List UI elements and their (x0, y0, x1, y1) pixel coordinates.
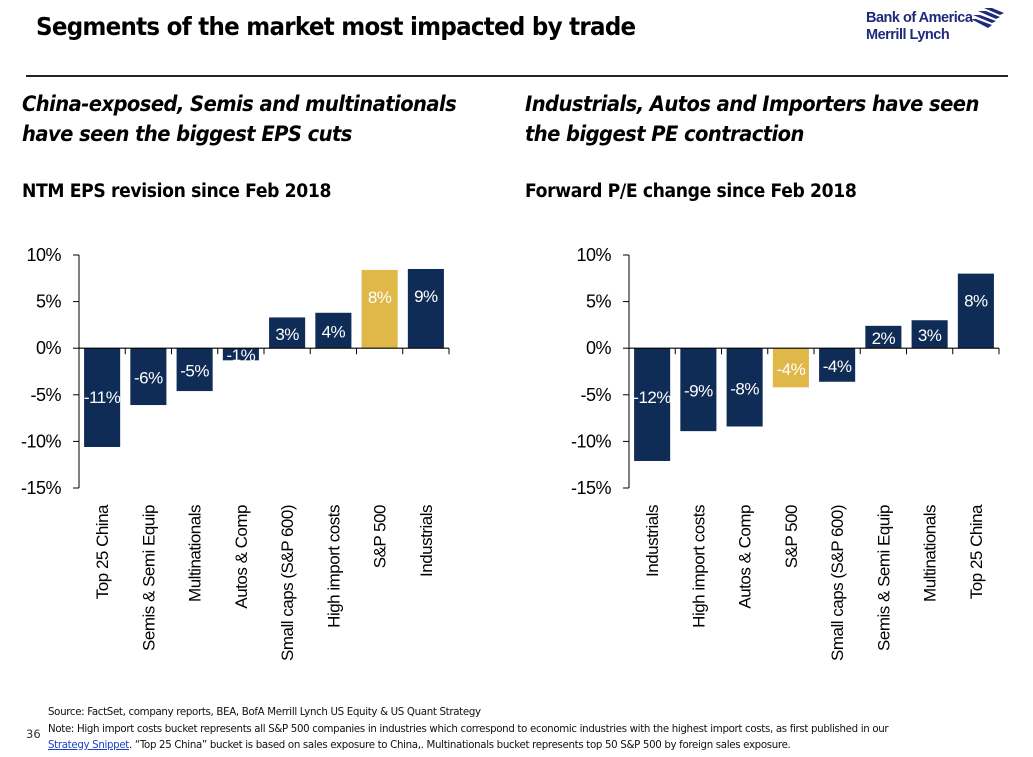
left-data-label: 9% (414, 287, 438, 306)
right-bar (726, 348, 763, 427)
right-y-tick-label: 0% (586, 338, 612, 358)
right-category-label: Top 25 China (967, 504, 986, 599)
right-bar (680, 348, 717, 432)
left-headline: China-exposed, Semis and multinationals … (22, 89, 457, 149)
right-category-label: S&P 500 (782, 505, 801, 568)
left-data-label: -5% (180, 362, 209, 381)
left-headline-line-2: have seen the biggest EPS cuts (22, 122, 352, 146)
left-category-label: Autos & Comp (232, 505, 251, 609)
left-bar (269, 317, 306, 349)
left-data-label: 4% (322, 322, 346, 341)
right-y-tick-label: -15% (571, 478, 612, 498)
right-bar (819, 348, 856, 382)
left-data-label: -1% (227, 346, 256, 365)
right-data-label: 3% (918, 326, 942, 345)
right-bar (772, 348, 809, 388)
left-data-label: -6% (134, 369, 163, 388)
right-category-label: Autos & Comp (736, 505, 755, 609)
right-data-label: -9% (684, 382, 713, 401)
right-chart-title: Forward P/E change since Feb 2018 (525, 181, 857, 202)
right-category-label: Semis & Semi Equip (874, 505, 893, 651)
right-bar (634, 348, 671, 461)
left-data-label: 3% (275, 325, 299, 344)
left-y-tick-label: -15% (21, 478, 62, 498)
left-category-label: Industrials (417, 505, 436, 577)
left-y-tick-label: 10% (26, 245, 61, 265)
left-category-label: Top 25 China (93, 504, 112, 599)
logo-line-1: Bank of America (866, 10, 973, 26)
left-bar (361, 269, 398, 349)
left-chart-title: NTM EPS revision since Feb 2018 (22, 181, 332, 202)
left-bar (84, 348, 121, 447)
left-category-label: Multinationals (186, 505, 205, 602)
left-bar (407, 268, 444, 349)
left-category-label: Semis & Semi Equip (139, 505, 158, 651)
left-bar (315, 312, 352, 349)
left-data-label: -11% (84, 388, 121, 407)
right-bar (865, 325, 902, 349)
right-data-label: -8% (730, 379, 759, 398)
logo-line-2: Merrill Lynch (866, 27, 950, 43)
right-headline-line-2: the biggest PE contraction (525, 122, 804, 146)
right-category-label: Multinationals (921, 505, 940, 602)
right-category-label: Industrials (643, 505, 662, 577)
header-rule (26, 75, 1008, 77)
right-headline: Industrials, Autos and Importers have se… (525, 89, 979, 149)
right-data-label: 8% (964, 292, 988, 311)
left-y-tick-label: 0% (36, 338, 62, 358)
right-data-label: 2% (872, 329, 896, 348)
left-bar (130, 348, 167, 406)
right-data-label: -4% (777, 360, 806, 379)
bofa-ml-logo: Bank of America Merrill Lynch (866, 10, 973, 44)
left-y-tick-label: -10% (21, 431, 62, 451)
footer-notes: Source: FactSet, company reports, BEA, B… (48, 704, 889, 754)
right-y-tick-label: -5% (580, 385, 611, 405)
left-category-label: Small caps (S&P 600) (278, 505, 297, 661)
flag-chevron-logo-icon (971, 8, 1004, 28)
note-line-2: Strategy Snippet. “Top 25 China” bucket … (48, 737, 888, 754)
left-headline-line-1: China-exposed, Semis and multinationals (22, 92, 457, 116)
right-y-tick-label: 10% (576, 245, 611, 265)
right-bar (911, 320, 948, 349)
strategy-snippet-link[interactable]: Strategy Snippet (48, 738, 129, 751)
right-category-label: High import costs (689, 505, 708, 628)
right-data-label: -12% (633, 388, 671, 407)
left-y-tick-label: 5% (36, 292, 62, 312)
note-line-1: Note: High import costs bucket represent… (48, 721, 889, 735)
slide-title: Segments of the market most impacted by … (36, 12, 636, 41)
right-data-label: -4% (823, 357, 852, 376)
left-category-label: High import costs (324, 505, 343, 628)
right-y-tick-label: 5% (586, 292, 612, 312)
left-y-tick-label: -5% (30, 385, 61, 405)
right-category-label: Small caps (S&P 600) (828, 505, 847, 661)
left-data-label: 8% (368, 288, 392, 307)
left-category-label: S&P 500 (371, 505, 390, 568)
right-headline-line-1: Industrials, Autos and Importers have se… (525, 92, 979, 116)
page-number: 36 (26, 727, 41, 741)
note-line-2-text: . “Top 25 China” bucket is based on sale… (128, 738, 791, 751)
left-bar (176, 348, 213, 392)
source-note: Source: FactSet, company reports, BEA, B… (48, 705, 481, 718)
left-bar (222, 348, 259, 361)
right-y-tick-label: -10% (571, 431, 612, 451)
right-bar (957, 273, 994, 349)
